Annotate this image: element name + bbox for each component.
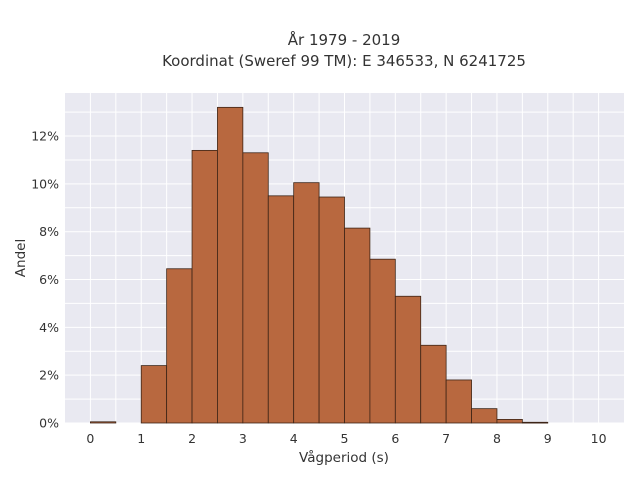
histogram-bar — [445, 379, 472, 424]
histogram-bar — [242, 152, 269, 424]
x-tick-label: 2 — [188, 431, 196, 446]
x-tick-label: 9 — [544, 431, 552, 446]
x-tick-label: 0 — [86, 431, 94, 446]
histogram-bar — [496, 419, 523, 424]
x-tick-label: 4 — [290, 431, 298, 446]
histogram-bar — [191, 149, 218, 424]
x-tick-label: 7 — [442, 431, 450, 446]
y-tick-label: 8% — [39, 224, 59, 239]
x-tick-label: 5 — [341, 431, 349, 446]
x-axis-label: Vågperiod (s) — [299, 449, 389, 466]
x-tick-labels: 0 1 2 3 4 5 6 7 8 9 10 — [86, 431, 606, 446]
histogram-bar — [394, 295, 422, 424]
histogram-bar — [140, 365, 168, 424]
y-tick-label: 12% — [31, 129, 59, 144]
histogram-bar — [267, 195, 295, 424]
histogram-bar — [318, 196, 345, 424]
y-tick-label: 4% — [39, 320, 59, 335]
x-tick-label: 6 — [391, 431, 399, 446]
y-axis-label: Andel — [13, 239, 29, 277]
histogram-bar — [369, 258, 396, 424]
x-tick-label: 10 — [591, 431, 607, 446]
histogram-bar — [293, 182, 320, 424]
x-tick-label: 3 — [239, 431, 247, 446]
x-tick-label: 8 — [493, 431, 501, 446]
y-tick-label: 0% — [39, 416, 59, 431]
x-tick-label: 1 — [137, 431, 145, 446]
chart-title-line-2: Koordinat (Sweref 99 TM): E 346533, N 62… — [162, 52, 526, 70]
y-tick-label: 2% — [39, 368, 59, 383]
histogram-bar — [521, 421, 549, 424]
chart-title-line-1: År 1979 - 2019 — [288, 30, 401, 49]
y-tick-label: 6% — [39, 272, 59, 287]
histogram-bar — [90, 421, 117, 424]
histogram-bar — [471, 408, 498, 424]
histogram-bar — [420, 344, 447, 424]
histogram-bar — [166, 268, 193, 424]
y-tick-label: 10% — [31, 176, 59, 191]
bars — [90, 106, 549, 424]
y-tick-labels: 0% 2% 4% 6% 8% 10% 12% — [31, 129, 59, 431]
histogram-bar — [217, 106, 244, 424]
histogram-bar — [344, 227, 371, 424]
